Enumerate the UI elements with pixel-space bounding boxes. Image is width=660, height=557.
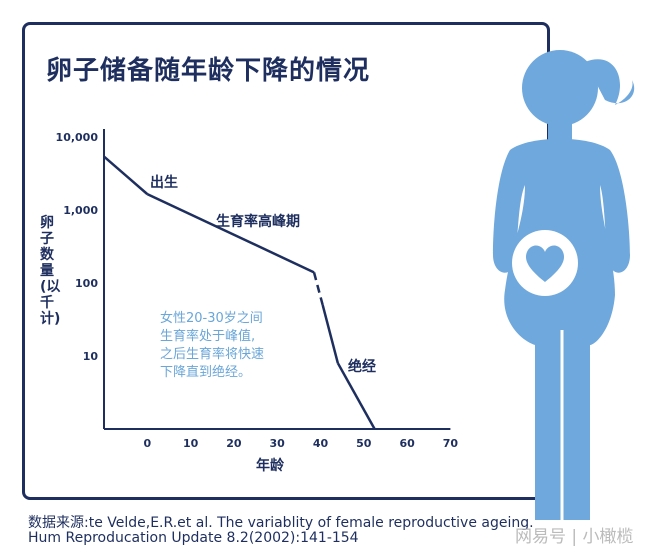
line-segment — [321, 304, 340, 364]
line-segment — [103, 155, 149, 196]
source-line-2: Hum Reproducation Update 8.2(2002):141-1… — [28, 530, 359, 546]
x-tick-label: 30 — [270, 437, 286, 450]
line-segment — [146, 192, 315, 274]
annotation-birth: 出生 — [150, 174, 178, 191]
x-tick-label: 20 — [226, 437, 242, 450]
x-tick-label: 10 — [183, 437, 199, 450]
y-tick-label: 100 — [75, 277, 98, 290]
y-tick-label: 10,000 — [56, 131, 99, 144]
x-tick-label: 50 — [356, 437, 372, 450]
annotation-peak: 生育率高峰期 — [216, 213, 300, 230]
line-segment — [336, 362, 376, 430]
watermark: 网易号 | 小橄榄 — [515, 527, 634, 547]
y-axis-label: 卵子数量(以千计) — [40, 215, 61, 327]
x-axis-label: 年龄 — [256, 457, 285, 474]
y-tick-label: 10 — [83, 350, 99, 363]
x-tick-label: 60 — [399, 437, 415, 450]
y-tick-label: 1,000 — [63, 204, 98, 217]
x-tick-label: 0 — [143, 437, 151, 450]
line-segment — [312, 272, 324, 306]
source-line-1: 数据来源:te Velde,E.R.et al. The variablity … — [28, 515, 534, 531]
annotation-note: 女性20-30岁之间 生育率处于峰值, 之后生育率将快速 下降直到绝经。 — [160, 311, 265, 380]
heart-icon — [525, 245, 565, 282]
annotation-menopause: 绝经 — [348, 358, 376, 375]
chart-title: 卵子储备随年龄下降的情况 — [46, 56, 371, 86]
x-tick-label: 70 — [443, 437, 459, 450]
x-tick-label: 40 — [313, 437, 329, 450]
